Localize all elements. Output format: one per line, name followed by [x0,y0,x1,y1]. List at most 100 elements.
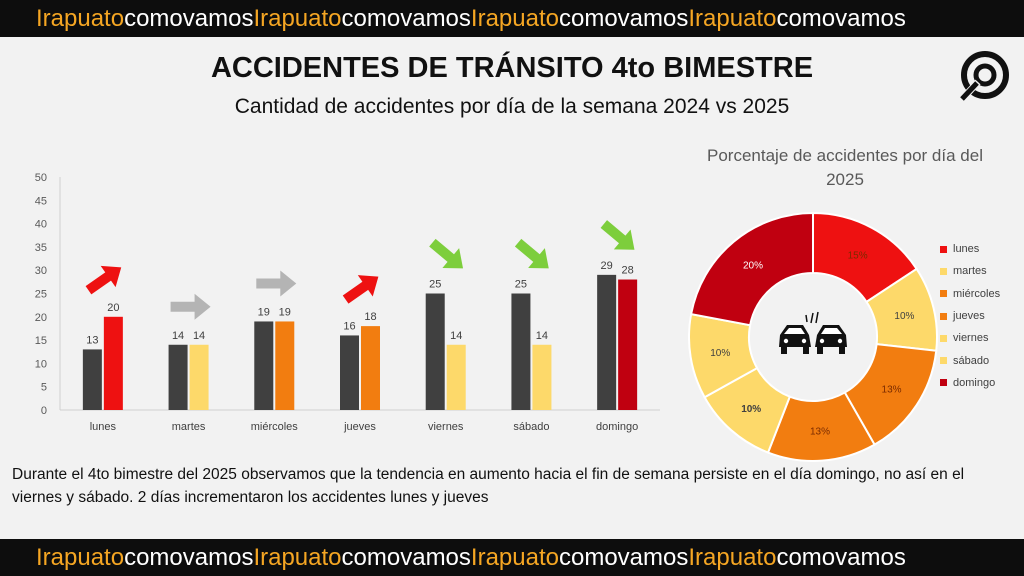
legend-item: jueves [940,305,1000,327]
bar-2024 [340,335,359,410]
trend-arrow-icon [600,220,635,250]
x-category-label: domingo [596,421,638,433]
y-tick-label: 20 [35,312,47,324]
bottom-banner: IrapuatocomovamosIrapuatocomovamosIrapua… [0,539,1024,576]
pie-percent-label: 10% [894,311,914,322]
bar-value-label: 18 [364,311,376,323]
bar-value-label: 25 [429,279,441,291]
bar-2024 [168,344,188,410]
banner-word: Irapuato [688,5,777,32]
legend-label: lunes [953,243,980,256]
banner-word: comovamos [124,544,254,571]
page-title: ACCIDENTES DE TRÁNSITO 4to BIMESTRE [210,52,814,84]
trend-arrow-icon [342,275,379,304]
car-left-window [784,328,805,334]
bar-value-label: 20 [107,302,119,314]
legend-swatch [940,334,947,342]
pie-percent-label: 20% [743,261,763,272]
banner-word: Irapuato [470,544,559,571]
bar-2024 [254,321,274,410]
banner-word: comovamos [776,5,906,32]
legend-swatch [940,245,947,253]
bar-value-label: 13 [86,334,98,346]
car-left-wheel [781,347,787,354]
x-category-label: lunes [90,421,117,433]
legend-label: martes [953,265,987,278]
pie-percent-label: 10% [741,404,761,415]
bar-2025 [361,326,380,410]
banner-word: Irapuato [688,544,777,571]
banner-word: Irapuato [36,544,125,571]
car-left-light [801,338,807,344]
brand-logo-icon [960,46,1009,101]
x-category-label: sábado [513,421,549,433]
legend-label: jueves [953,310,985,323]
pie-percent-label: 15% [848,250,868,261]
bar-value-label: 25 [515,279,527,291]
x-category-label: viernes [428,421,464,433]
pie-percent-label: 10% [710,348,730,359]
trend-arrow-icon [514,238,549,269]
trend-arrow-shape [85,265,122,295]
bar-2025 [532,344,552,410]
y-tick-label: 0 [41,405,47,417]
trend-arrow-icon [85,265,122,295]
trend-arrow-shape [170,293,211,320]
trend-arrow-shape [514,238,549,269]
bar-2025 [103,316,123,410]
banner-word: comovamos [341,544,471,571]
trend-arrow-icon [170,293,211,320]
pie-percent-label: 13% [810,427,830,438]
impact-lines [805,311,819,324]
legend-label: viernes [953,332,989,345]
pie-chart-title: Porcentaje de accidentes por día del 202… [707,146,983,189]
legend-swatch [940,267,947,275]
pie-percent-label: 13% [882,385,902,396]
legend-item: viernes [940,327,1000,349]
bar-2024 [511,293,531,410]
trend-arrow-icon [429,238,464,269]
legend-label: sábado [953,354,990,367]
y-tick-label: 45 [35,195,47,207]
legend-swatch [940,290,947,298]
bar-value-label: 28 [622,265,634,277]
banner-word: Irapuato [253,544,342,571]
car-left-wheel [803,347,809,354]
car-right-light [819,338,825,344]
page-subtitle: Cantidad de accidentes por día de la sem… [234,95,790,118]
x-category-label: martes [172,421,206,433]
car-right-light [837,338,843,344]
y-tick-label: 30 [35,265,47,277]
banner-word: comovamos [776,544,906,571]
bar-value-label: 14 [172,330,184,342]
banner-word: comovamos [341,5,471,32]
banner-word: comovamos [558,544,689,571]
pie-legend: lunes martes miércoles jueves viernes sábado d… [940,238,1000,394]
banner-word: comovamos [124,5,254,32]
bar-value-label: 29 [601,260,613,272]
description-text: Durante el 4to bimestre del 2025 observa… [12,466,965,506]
x-category-label: jueves [343,421,376,433]
y-tick-label: 35 [35,242,47,254]
legend-swatch [940,357,947,365]
legend-item: sábado [940,349,1000,371]
pie-chart: 15% 10% 13% 13% 10% 10% 20% [688,212,938,462]
y-tick-label: 40 [35,219,47,231]
bar-value-label: 14 [193,330,205,342]
banner-word: Irapuato [253,5,342,32]
legend-label: domingo [953,376,996,389]
banner-word: comovamos [558,5,689,32]
y-tick-label: 15 [35,335,47,347]
banner-word: Irapuato [36,5,125,32]
bar-chart: 0 5 10 15 20 25 30 35 40 45 50 13 20 lunes 14 14 martes 1… [35,172,660,433]
y-tick-label: 10 [35,358,47,370]
bar-value-label: 14 [450,330,462,342]
legend-swatch [940,379,947,387]
bar-2025 [618,279,638,410]
trend-arrow-shape [256,270,297,297]
bar-2024 [82,349,102,410]
legend-item: domingo [940,372,1000,394]
y-tick-label: 25 [35,289,47,301]
bar-2025 [446,344,466,410]
pie-slice [689,212,814,327]
